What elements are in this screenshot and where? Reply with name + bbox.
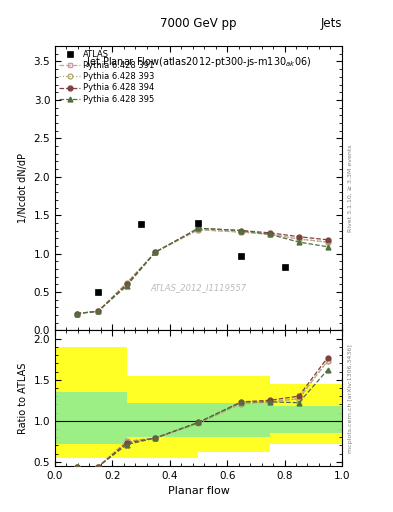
Pythia 6.428 394 [297,233,301,240]
ATLAS [239,253,244,259]
Pythia 6.428 391 [196,227,201,233]
Pythia 6.428 393 [297,236,301,242]
Line: ATLAS: ATLAS [95,220,288,295]
Pythia 6.428 394 [196,225,201,231]
Pythia 6.428 391 [125,280,129,286]
X-axis label: Planar flow: Planar flow [167,486,230,496]
Pythia 6.428 393 [268,231,273,238]
Pythia 6.428 394 [125,281,129,287]
Bar [198,403,234,437]
Pythia 6.428 391 [153,249,158,255]
Pythia 6.428 393 [239,229,244,235]
Bar [55,392,127,444]
ATLAS [196,220,201,226]
Pythia 6.428 395 [297,239,301,245]
Y-axis label: 1/Ncdot dN/dP: 1/Ncdot dN/dP [18,153,28,223]
ATLAS [282,264,287,270]
Pythia 6.428 395 [153,249,158,255]
Line: Pythia 6.428 393: Pythia 6.428 393 [74,227,330,316]
Line: Pythia 6.428 394: Pythia 6.428 394 [74,226,330,316]
Text: mcplots.cern.ch [arXiv:1306.3436]: mcplots.cern.ch [arXiv:1306.3436] [348,344,353,453]
Pythia 6.428 395 [325,244,330,250]
Pythia 6.428 391 [297,236,301,242]
Pythia 6.428 391 [268,231,273,238]
Pythia 6.428 394 [325,237,330,243]
Pythia 6.428 394 [153,249,158,255]
Pythia 6.428 391 [239,229,244,235]
Pythia 6.428 394 [268,230,273,236]
Pythia 6.428 391 [74,310,79,316]
Text: 7000 GeV pp: 7000 GeV pp [160,17,237,30]
Bar [270,384,342,444]
Pythia 6.428 395 [239,227,244,233]
ATLAS [96,289,101,295]
Text: Rivet 3.1.10, ≥ 3.3M events: Rivet 3.1.10, ≥ 3.3M events [348,144,353,232]
Pythia 6.428 391 [96,308,101,314]
Pythia 6.428 391 [325,239,330,245]
Text: ATLAS_2012_I1119557: ATLAS_2012_I1119557 [151,283,246,292]
Pythia 6.428 395 [268,231,273,238]
Line: Pythia 6.428 391: Pythia 6.428 391 [74,227,330,316]
Pythia 6.428 393 [125,280,129,286]
Bar [127,376,198,458]
Pythia 6.428 394 [74,310,79,316]
Pythia 6.428 395 [96,308,101,314]
Bar [127,403,198,437]
Pythia 6.428 393 [325,239,330,245]
Line: Pythia 6.428 395: Pythia 6.428 395 [74,226,330,316]
Bar [270,406,342,433]
Pythia 6.428 394 [239,227,244,233]
Pythia 6.428 393 [96,308,101,314]
Legend: ATLAS, Pythia 6.428 391, Pythia 6.428 393, Pythia 6.428 394, Pythia 6.428 395: ATLAS, Pythia 6.428 391, Pythia 6.428 39… [57,49,156,105]
Pythia 6.428 393 [196,227,201,233]
Bar [234,403,270,437]
Bar [234,376,270,452]
Text: Jet Planar Flow(atlas2012-pt300-js-m130$_{ak}$06): Jet Planar Flow(atlas2012-pt300-js-m130$… [86,55,311,69]
Y-axis label: Ratio to ATLAS: Ratio to ATLAS [18,362,28,434]
Pythia 6.428 393 [153,249,158,255]
Pythia 6.428 395 [196,225,201,231]
Text: Jets: Jets [320,17,342,30]
Pythia 6.428 394 [96,308,101,314]
Pythia 6.428 393 [74,310,79,316]
Bar [198,376,234,452]
Bar [55,347,127,458]
Pythia 6.428 395 [125,283,129,289]
ATLAS [139,221,143,227]
Pythia 6.428 395 [74,310,79,316]
